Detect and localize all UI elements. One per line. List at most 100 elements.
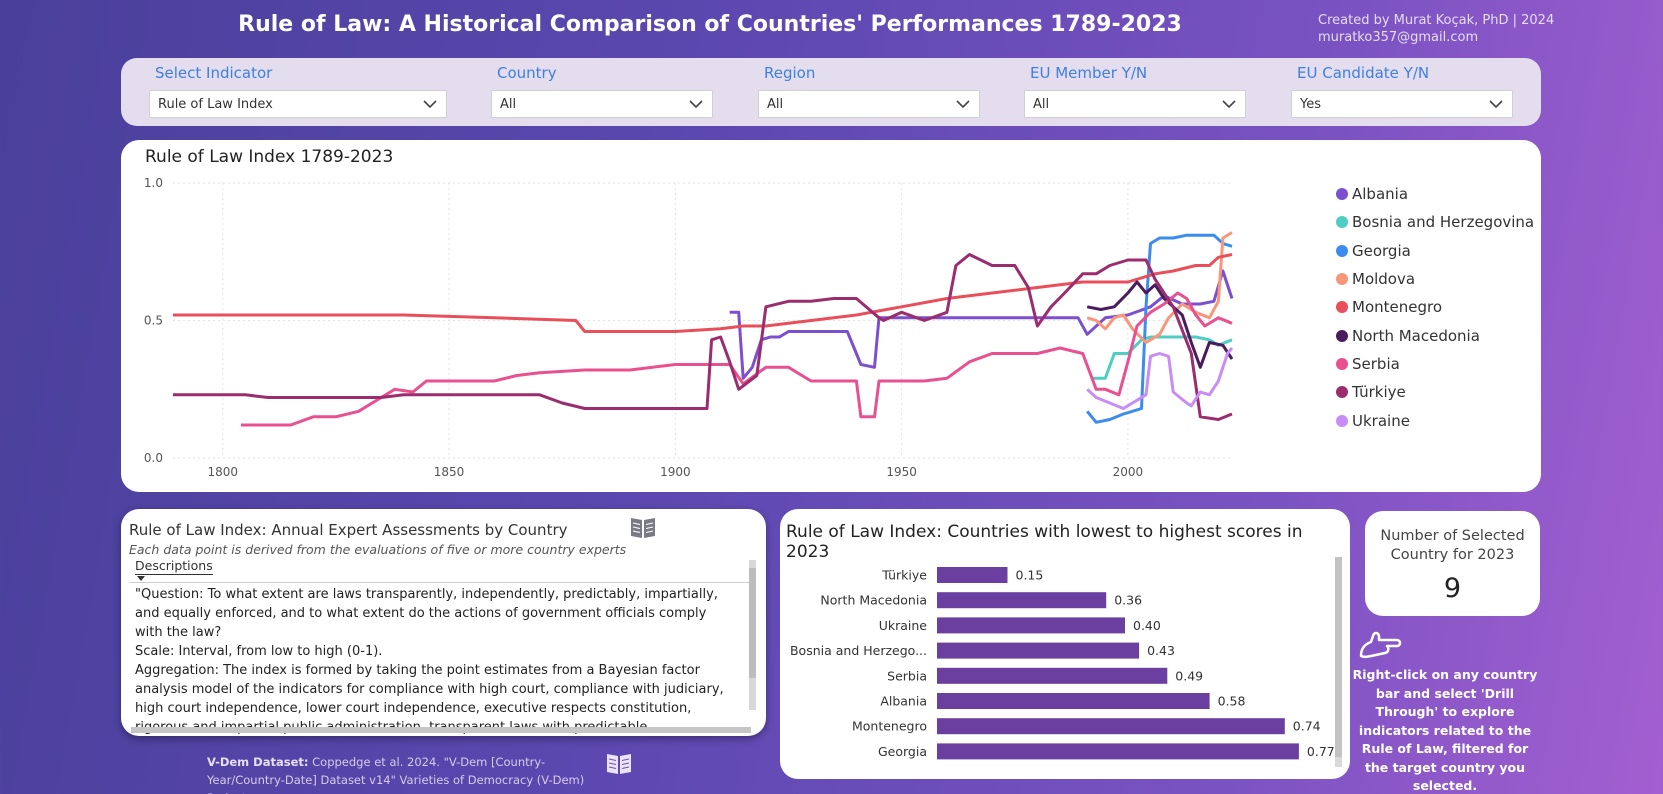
legend-item[interactable]: Türkiye — [1336, 378, 1534, 406]
chevron-down-icon — [689, 100, 703, 109]
vertical-scrollbar[interactable] — [1335, 557, 1342, 767]
legend-marker — [1336, 414, 1348, 427]
kpi-card: Number of Selected Country for 2023 9 — [1365, 511, 1540, 616]
legend-label: Bosnia and Herzegovina — [1352, 213, 1535, 232]
filter-country: Country All — [491, 62, 713, 118]
filter-label: Select Indicator — [155, 64, 273, 82]
series-line-moldova[interactable] — [1086, 231, 1233, 344]
legend-label: Serbia — [1352, 354, 1400, 373]
bar-chart-card: Rule of Law Index: Countries with lowest… — [780, 509, 1350, 779]
select-value: All — [500, 97, 517, 112]
chevron-down-icon — [1489, 100, 1503, 109]
scrollbar-thumb[interactable] — [1335, 557, 1342, 757]
pointing-hand-icon — [1359, 631, 1402, 658]
legend-item[interactable]: Serbia — [1336, 350, 1534, 378]
book-icon[interactable] — [605, 750, 633, 776]
line-chart-title: Rule of Law Index 1789-2023 — [145, 147, 394, 167]
legend-label: Moldova — [1352, 270, 1416, 289]
eu-member-select[interactable]: All — [1024, 90, 1246, 118]
legend-marker — [1336, 244, 1348, 257]
country-select[interactable]: All — [491, 90, 713, 118]
filter-bar: Select Indicator Rule of Law Index Count… — [121, 58, 1541, 126]
legend-marker — [1336, 301, 1348, 314]
chevron-down-icon — [423, 100, 437, 109]
kpi-value: 9 — [1443, 573, 1462, 604]
legend-label: Ukraine — [1352, 411, 1410, 430]
series-line-georgia[interactable] — [1086, 233, 1233, 424]
series-line-montenegro[interactable] — [173, 253, 1233, 333]
y-tick-label: 0.0 — [144, 451, 163, 465]
region-select[interactable]: All — [758, 90, 980, 118]
kpi-label: Number of Selected Country for 2023 — [1380, 528, 1525, 563]
legend-marker — [1336, 357, 1348, 370]
legend-item[interactable]: Moldova — [1336, 265, 1534, 293]
credit-author: Created by Murat Koçak, PhD | 2024 — [1318, 13, 1555, 28]
select-value: All — [767, 97, 784, 112]
legend-label: Albania — [1352, 185, 1409, 204]
legend-marker — [1336, 273, 1348, 286]
credit: Created by Murat Koçak, PhD | 2024 murat… — [1318, 12, 1554, 46]
line-chart-legend: Albania Bosnia and Herzegovina Georgia Mold… — [1336, 180, 1534, 435]
legend-marker — [1336, 329, 1348, 342]
x-tick-label: 1800 — [208, 465, 239, 479]
divider — [129, 582, 754, 583]
indicator-select[interactable]: Rule of Law Index — [149, 90, 447, 118]
filter-label: EU Member Y/N — [1030, 64, 1148, 82]
vertical-scrollbar[interactable] — [749, 560, 756, 710]
legend-label: Georgia — [1352, 241, 1411, 260]
description-line: Scale: Interval, from low to high (0-1). — [135, 644, 383, 659]
source-citation: V-Dem Dataset: Coppedge et al. 2024. "V-… — [207, 753, 597, 794]
descriptions-subtitle: Each data point is derived from the eval… — [129, 542, 627, 557]
filter-label: Country — [497, 64, 557, 82]
caret-down-icon — [137, 576, 145, 581]
chevron-down-icon — [1222, 100, 1236, 109]
y-tick-label: 0.5 — [144, 314, 163, 328]
filter-label: Region — [764, 64, 816, 82]
legend-item[interactable]: Ukraine — [1336, 406, 1534, 434]
legend-item[interactable]: Georgia — [1336, 237, 1534, 265]
scrollbar-thumb[interactable] — [749, 568, 756, 678]
description-line: "Question: To what extent are laws trans… — [135, 587, 718, 640]
legend-item[interactable]: Albania — [1336, 180, 1534, 208]
description-line: Aggregation: The index is formed by taki… — [135, 663, 724, 735]
series-line-albania[interactable] — [729, 269, 1234, 380]
legend-marker — [1336, 188, 1348, 201]
descriptions-card: Rule of Law Index: Annual Expert Assessm… — [121, 509, 766, 736]
legend-label: Türkiye — [1352, 383, 1406, 402]
filter-eu-member: EU Member Y/N All — [1024, 62, 1246, 118]
y-tick-label: 1.0 — [144, 176, 163, 190]
filter-label: EU Candidate Y/N — [1297, 64, 1430, 82]
legend-item[interactable]: Montenegro — [1336, 293, 1534, 321]
filter-indicator: Select Indicator Rule of Law Index — [149, 62, 447, 118]
chevron-down-icon — [956, 100, 970, 109]
select-value: All — [1033, 97, 1050, 112]
legend-item[interactable]: North Macedonia — [1336, 321, 1534, 349]
series-line-t-rkiye[interactable] — [173, 253, 1233, 421]
x-tick-label: 2000 — [1113, 465, 1144, 479]
source-label: V-Dem Dataset: — [207, 755, 309, 769]
legend-marker — [1336, 386, 1348, 399]
bar-chart-title: Rule of Law Index: Countries with lowest… — [786, 522, 1303, 562]
descriptions-body: "Question: To what extent are laws trans… — [135, 585, 735, 736]
legend-label: North Macedonia — [1352, 326, 1480, 345]
filter-eu-candidate: EU Candidate Y/N Yes — [1291, 62, 1513, 118]
tab-descriptions[interactable]: Descriptions — [135, 558, 213, 575]
legend-label: Montenegro — [1352, 298, 1443, 317]
select-value: Rule of Law Index — [158, 97, 273, 112]
eu-candidate-select[interactable]: Yes — [1291, 90, 1513, 118]
series-line-ukraine[interactable] — [1086, 347, 1234, 410]
credit-email: muratko357@gmail.com — [1318, 30, 1479, 45]
source-text: Coppedge et al. 2024. "V-Dem [Country-Ye… — [207, 755, 585, 794]
drill-through-hint: Right-click on any country bar and selec… — [1352, 667, 1538, 793]
legend-marker — [1336, 216, 1348, 229]
series-line-north-macedonia[interactable] — [1086, 280, 1234, 369]
x-tick-label: 1900 — [660, 465, 691, 479]
descriptions-title: Rule of Law Index: Annual Expert Assessm… — [129, 521, 568, 539]
horizontal-scrollbar[interactable] — [131, 727, 751, 733]
legend-item[interactable]: Bosnia and Herzegovina — [1336, 208, 1534, 236]
filter-region: Region All — [758, 62, 980, 118]
series-line-serbia[interactable] — [240, 291, 1233, 427]
book-icon[interactable] — [629, 514, 657, 540]
x-tick-label: 1950 — [886, 465, 917, 479]
